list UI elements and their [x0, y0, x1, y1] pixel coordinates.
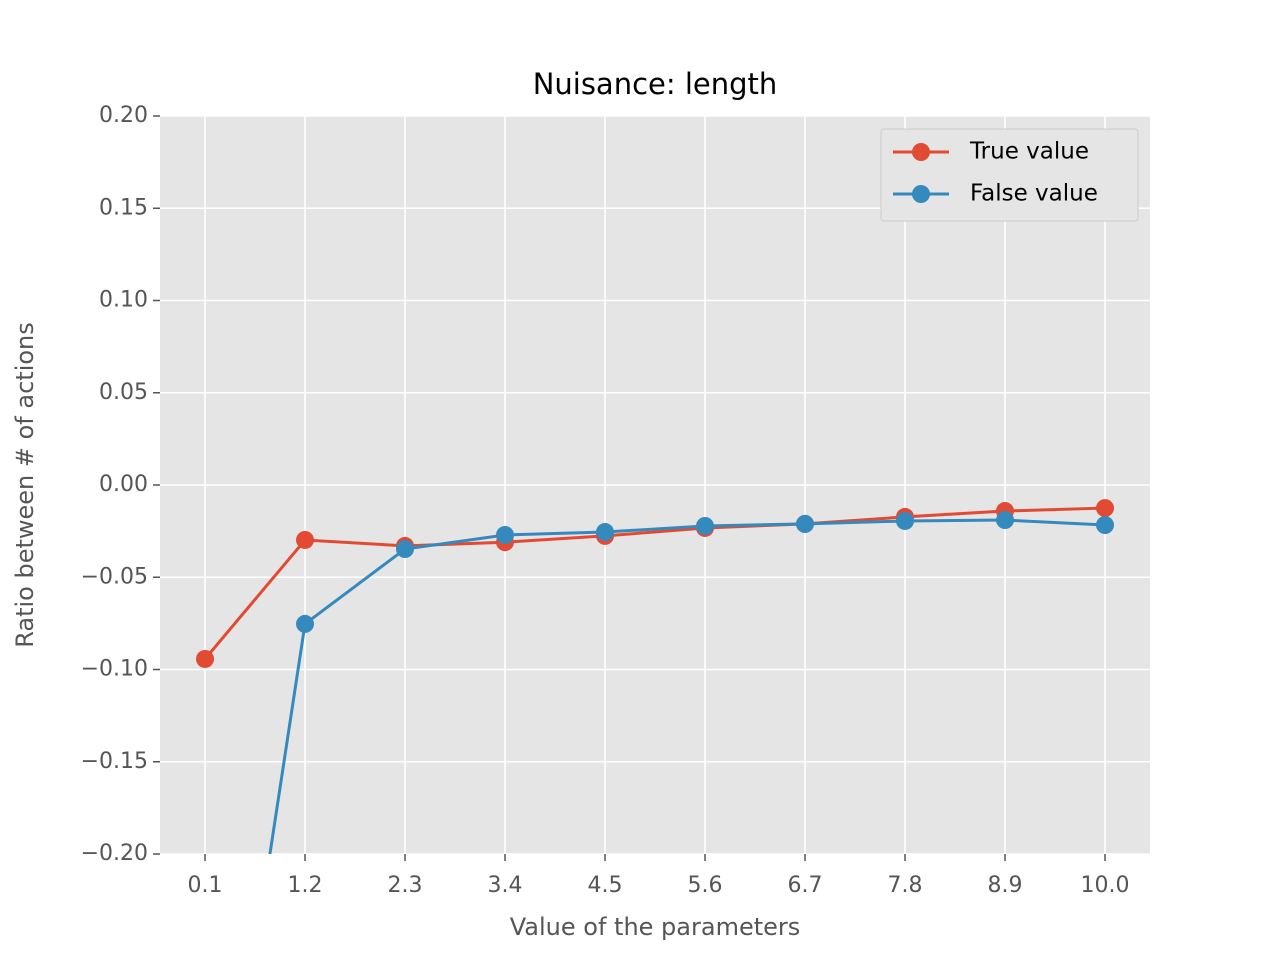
y-tick-label: 0.10	[99, 288, 148, 313]
x-axis-label: Value of the parameters	[510, 913, 801, 941]
series-line	[268, 518, 1106, 854]
x-tick-label: 1.2	[288, 873, 323, 898]
y-tick-label: 0.00	[99, 472, 148, 497]
data-point	[596, 523, 614, 542]
data-point	[396, 540, 414, 559]
y-tick-label: −0.20	[81, 841, 148, 866]
x-tick-label: 8.9	[988, 873, 1023, 898]
data-point	[496, 525, 514, 544]
y-tick-label: 0.15	[99, 195, 148, 220]
x-tick-label: 6.7	[788, 873, 823, 898]
chart-title: Nuisance: length	[533, 67, 778, 101]
data-point	[1096, 516, 1114, 535]
x-tick-label: 2.3	[388, 873, 423, 898]
y-tick-label: 0.05	[99, 380, 148, 405]
data-point	[896, 511, 914, 530]
legend-marker	[912, 185, 930, 203]
x-tick-label: 0.1	[188, 873, 223, 898]
series-line	[203, 506, 1106, 660]
x-tick-label: 3.4	[488, 873, 523, 898]
x-tick-label: 10.0	[1081, 873, 1130, 898]
y-tick-label: −0.10	[81, 657, 148, 682]
data-point	[696, 516, 714, 535]
plot-area	[196, 499, 1114, 854]
data-point	[1096, 499, 1114, 518]
y-tick-label: 0.20	[99, 103, 148, 128]
data-point	[796, 514, 814, 533]
legend-label: True value	[969, 139, 1089, 165]
data-point	[296, 614, 314, 633]
data-point	[196, 649, 214, 668]
x-tick-label: 4.5	[588, 873, 623, 898]
data-point	[996, 511, 1014, 530]
legend-marker	[912, 143, 930, 161]
data-point	[296, 530, 314, 549]
legend-label: False value	[970, 181, 1098, 207]
y-axis-label: Ratio between # of actions	[11, 322, 39, 648]
x-tick-label: 7.8	[888, 873, 923, 898]
x-tick-label: 5.6	[688, 873, 723, 898]
y-tick-label: −0.15	[81, 749, 148, 774]
y-tick-label: −0.05	[81, 564, 148, 589]
